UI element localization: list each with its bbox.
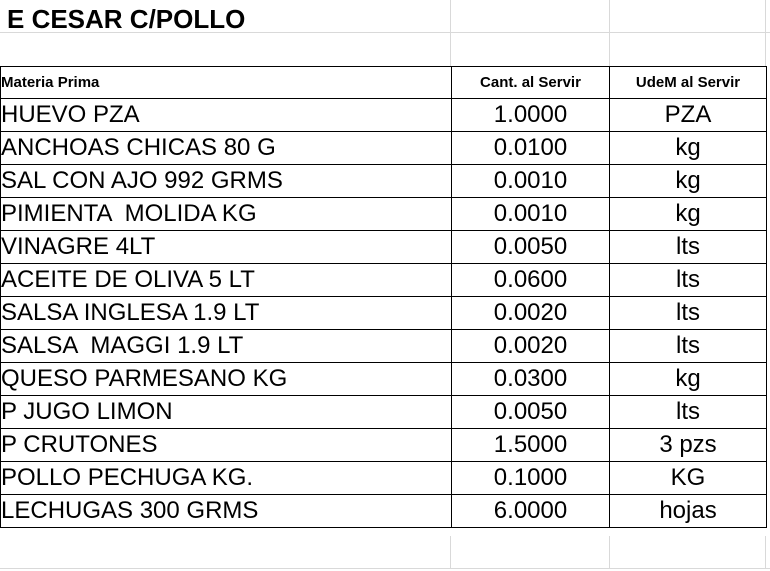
recipe-title-cell[interactable]: E CESAR C/POLLO xyxy=(7,4,246,34)
cell-udem-al-servir[interactable]: 3 pzs xyxy=(609,428,767,462)
cell-udem-al-servir[interactable]: lts xyxy=(609,230,767,264)
cell-udem-al-servir[interactable]: lts xyxy=(609,296,767,330)
table-row: PIMIENTA MOLIDA KG 0.0010 kg xyxy=(0,197,767,231)
cell-udem-al-servir[interactable]: kg xyxy=(609,362,767,396)
gridline-vertical xyxy=(765,0,766,66)
cell-materia-prima[interactable]: P CRUTONES xyxy=(0,428,452,462)
cell-cantidad-al-servir[interactable]: 0.0600 xyxy=(451,263,610,297)
cell-materia-prima[interactable]: ANCHOAS CHICAS 80 G xyxy=(0,131,452,165)
gridline-horizontal xyxy=(0,568,770,569)
column-header-cant-al-servir[interactable]: Cant. al Servir xyxy=(451,66,610,99)
table-row: SAL CON AJO 992 GRMS 0.0010 kg xyxy=(0,164,767,198)
ingredients-table: Materia Prima Cant. al Servir UdeM al Se… xyxy=(0,66,767,528)
cell-udem-al-servir[interactable]: PZA xyxy=(609,98,767,132)
gridline-vertical xyxy=(450,0,451,66)
cell-cantidad-al-servir[interactable]: 6.0000 xyxy=(451,494,610,528)
cell-materia-prima[interactable]: POLLO PECHUGA KG. xyxy=(0,461,452,495)
cell-cantidad-al-servir[interactable]: 1.0000 xyxy=(451,98,610,132)
cell-materia-prima[interactable]: LECHUGAS 300 GRMS xyxy=(0,494,452,528)
table-row: SALSA MAGGI 1.9 LT 0.0020 lts xyxy=(0,329,767,363)
column-header-materia-prima[interactable]: Materia Prima xyxy=(0,66,452,99)
cell-materia-prima[interactable]: SALSA INGLESA 1.9 LT xyxy=(0,296,452,330)
cell-materia-prima[interactable]: QUESO PARMESANO KG xyxy=(0,362,452,396)
cell-cantidad-al-servir[interactable]: 1.5000 xyxy=(451,428,610,462)
cell-materia-prima[interactable]: ACEITE DE OLIVA 5 LT xyxy=(0,263,452,297)
cell-materia-prima[interactable]: VINAGRE 4LT xyxy=(0,230,452,264)
cell-materia-prima[interactable]: PIMIENTA MOLIDA KG xyxy=(0,197,452,231)
cell-udem-al-servir[interactable]: kg xyxy=(609,164,767,198)
gridline-horizontal xyxy=(0,32,770,33)
table-row: ACEITE DE OLIVA 5 LT 0.0600 lts xyxy=(0,263,767,297)
table-row: SALSA INGLESA 1.9 LT 0.0020 lts xyxy=(0,296,767,330)
table-header-row: Materia Prima Cant. al Servir UdeM al Se… xyxy=(0,66,767,99)
cell-udem-al-servir[interactable]: kg xyxy=(609,197,767,231)
cell-cantidad-al-servir[interactable]: 0.0010 xyxy=(451,164,610,198)
table-row: HUEVO PZA 1.0000 PZA xyxy=(0,98,767,132)
cell-udem-al-servir[interactable]: hojas xyxy=(609,494,767,528)
table-row: P JUGO LIMON 0.0050 lts xyxy=(0,395,767,429)
cell-materia-prima[interactable]: HUEVO PZA xyxy=(0,98,452,132)
table-row: P CRUTONES 1.5000 3 pzs xyxy=(0,428,767,462)
cell-materia-prima[interactable]: P JUGO LIMON xyxy=(0,395,452,429)
table-row: QUESO PARMESANO KG 0.0300 kg xyxy=(0,362,767,396)
table-row: VINAGRE 4LT 0.0050 lts xyxy=(0,230,767,264)
table-row: ANCHOAS CHICAS 80 G 0.0100 kg xyxy=(0,131,767,165)
cell-materia-prima[interactable]: SALSA MAGGI 1.9 LT xyxy=(0,329,452,363)
cell-udem-al-servir[interactable]: kg xyxy=(609,131,767,165)
gridline-vertical xyxy=(609,0,610,66)
cell-cantidad-al-servir[interactable]: 0.0300 xyxy=(451,362,610,396)
column-header-udem-al-servir[interactable]: UdeM al Servir xyxy=(609,66,767,99)
cell-cantidad-al-servir[interactable]: 0.0020 xyxy=(451,296,610,330)
gridline-vertical xyxy=(609,536,610,568)
cell-udem-al-servir[interactable]: lts xyxy=(609,395,767,429)
cell-cantidad-al-servir[interactable]: 0.0050 xyxy=(451,395,610,429)
table-row: LECHUGAS 300 GRMS 6.0000 hojas xyxy=(0,494,767,528)
cell-udem-al-servir[interactable]: KG xyxy=(609,461,767,495)
cell-cantidad-al-servir[interactable]: 0.0010 xyxy=(451,197,610,231)
table-body: HUEVO PZA 1.0000 PZA ANCHOAS CHICAS 80 G 0.0… xyxy=(0,98,767,528)
gridline-vertical xyxy=(450,536,451,568)
cell-materia-prima[interactable]: SAL CON AJO 992 GRMS xyxy=(0,164,452,198)
cell-cantidad-al-servir[interactable]: 0.1000 xyxy=(451,461,610,495)
cell-cantidad-al-servir[interactable]: 0.0020 xyxy=(451,329,610,363)
cell-udem-al-servir[interactable]: lts xyxy=(609,329,767,363)
table-row: POLLO PECHUGA KG. 0.1000 KG xyxy=(0,461,767,495)
gridline-vertical xyxy=(765,536,766,568)
cell-cantidad-al-servir[interactable]: 0.0100 xyxy=(451,131,610,165)
cell-udem-al-servir[interactable]: lts xyxy=(609,263,767,297)
cell-cantidad-al-servir[interactable]: 0.0050 xyxy=(451,230,610,264)
